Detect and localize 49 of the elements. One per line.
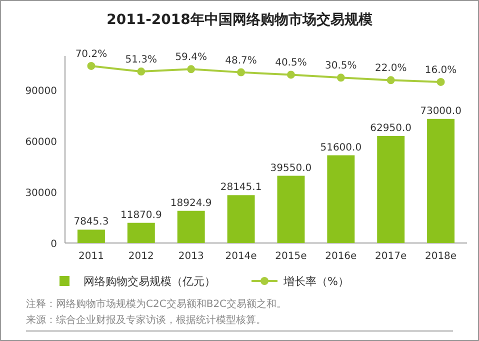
x-tick-label: 2015e: [275, 251, 307, 262]
point: [237, 68, 246, 76]
chart-title: 2011-2018年中国网络购物市场交易规模: [106, 11, 374, 28]
bar: [77, 230, 105, 243]
data-label: 18924.9: [170, 198, 212, 209]
point: [386, 76, 395, 84]
text: 注释：网络购物市场规模为C2C交易额和B2C交易额之和。: [26, 298, 287, 310]
y-tick-label: 30000: [25, 188, 57, 199]
bar: [277, 176, 305, 243]
bar: [427, 118, 455, 243]
x-tick-label: 2012: [128, 251, 154, 262]
data-label: 62950.0: [370, 122, 412, 134]
x-tick-label: 2016e: [325, 251, 357, 262]
x-tick-label: 2017e: [375, 251, 407, 262]
bar: [327, 155, 355, 243]
data-label: 70.2%: [75, 48, 108, 60]
legend-label: 增长率（%）: [282, 275, 349, 288]
source-note: 来源：综合企业财报及专家访谈，根据统计模型核算。: [26, 314, 266, 326]
data-label: 16.0%: [424, 64, 457, 76]
bar: [127, 222, 155, 243]
y-tick-label: 90000: [25, 86, 57, 97]
data-label: 39550.0: [270, 162, 312, 174]
data-label: 59.4%: [175, 52, 207, 64]
point: [436, 78, 445, 86]
point: [137, 68, 146, 76]
point: [286, 70, 295, 79]
data-label: 48.7%: [225, 55, 257, 66]
data-label: 28145.1: [220, 182, 262, 194]
data-label: 11870.9: [120, 210, 162, 221]
bar: [227, 195, 255, 243]
data-label: 73000.0: [420, 106, 462, 117]
data-label: 51600.0: [320, 142, 362, 154]
data-label: 22.0%: [374, 63, 407, 74]
bar: [177, 210, 205, 243]
point: [187, 65, 196, 74]
x-tick-label: 2018e: [424, 251, 457, 262]
legend-label: 网络购物交易规模（亿元）: [84, 275, 216, 288]
x-tick-label: 2014e: [225, 251, 257, 262]
x-tick-label: 2011: [78, 251, 104, 262]
point: [87, 62, 96, 70]
data-label: 30.5%: [325, 60, 357, 72]
point: [336, 74, 345, 82]
y-tick-label: 0: [50, 239, 57, 250]
data-label: 40.5%: [275, 58, 307, 69]
bar: [377, 136, 405, 243]
x-tick-label: 2013: [178, 251, 204, 262]
y-tick-label: 60000: [25, 137, 57, 148]
data-label: 7845.3: [74, 216, 109, 228]
data-label: 51.3%: [125, 54, 158, 66]
